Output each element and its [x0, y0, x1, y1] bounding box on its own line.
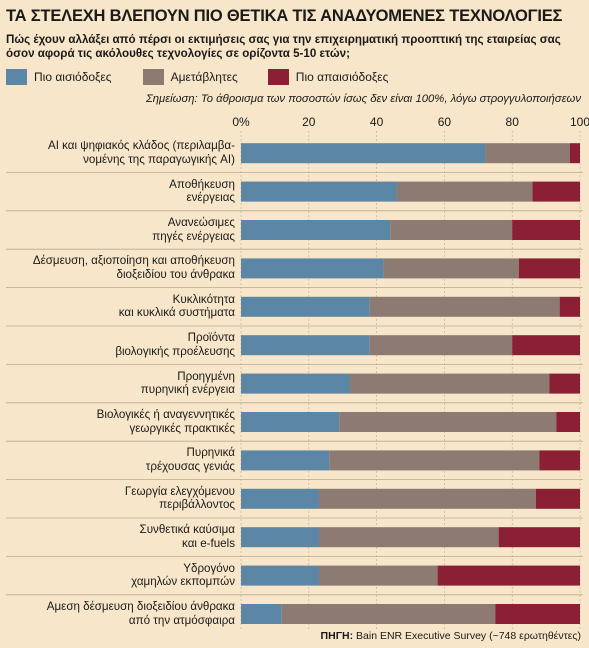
x-tick-label: 80 [506, 115, 520, 129]
category-label: Γεωργία ελεγχόμενου περιβάλλοντος [124, 484, 235, 512]
category-label: Προηγμένη πυρηνική ενέργεια [140, 369, 235, 397]
category-label: Ανανεώσιμες πηγές ενέργειας [152, 216, 235, 243]
bar-segment [241, 335, 370, 356]
legend-swatch-pessimistic [267, 69, 289, 85]
bar-segment [241, 450, 330, 471]
bar-segment [559, 296, 580, 317]
bar-segment [532, 181, 580, 202]
bar-segment [241, 488, 319, 509]
bar-segment [535, 488, 580, 509]
bar-segment [396, 181, 533, 202]
bar-segment [241, 565, 319, 586]
x-tick-label: 100 [570, 115, 589, 129]
bar-segment [539, 450, 580, 471]
category-label: AI και ψηφιακός κλάδος (περιλαμβα- νομέν… [47, 139, 235, 166]
x-tick-label: 60 [438, 115, 452, 129]
bar-segment [339, 412, 557, 432]
source-text: Bain ENR Executive Survey (~748 ερωτηθέν… [353, 630, 581, 642]
legend-swatch-unchanged [142, 69, 164, 85]
x-tick-label: 0% [232, 115, 250, 129]
category-label: Κυκλικότητα και κυκλικά συστήματα [118, 292, 235, 320]
bar-segment [241, 220, 391, 240]
bar-segment [495, 604, 580, 624]
category-label: Αποθήκευση ενέργειας [169, 177, 235, 205]
bar-segment [241, 527, 319, 548]
category-label: Πυρηνικά τρέχουσας γενιάς [145, 446, 235, 473]
bar-segment [241, 412, 340, 432]
source-label: ΠΗΓΗ: [320, 630, 354, 642]
bar-segment [485, 143, 570, 164]
bar-segment [383, 258, 519, 279]
legend-label-pessimistic: Πιο απαισιόδοξες [295, 70, 389, 84]
bar-segment [518, 258, 580, 279]
bar-segment [549, 373, 580, 394]
bar-segment [390, 220, 513, 240]
legend-item-optimistic: Πιο αισιόδοξες [6, 69, 112, 85]
bar-segment [318, 527, 499, 548]
category-label: Δέσμευση, αξιοποίηση και αποθήκευση διοξ… [32, 254, 235, 281]
category-label: Προϊόντα βιολογικής προέλευσης [115, 331, 235, 358]
bar-segment [437, 565, 580, 586]
bar-segment [241, 143, 486, 164]
legend-swatch-optimistic [6, 69, 27, 85]
legend-item-unchanged: Αμετάβλητες [142, 69, 238, 85]
category-label: Συνθετικά καύσιμα και e-fuels [139, 523, 235, 550]
bar-segment [512, 220, 580, 240]
bar-segment [241, 373, 350, 394]
x-tick-label: 20 [302, 115, 316, 129]
legend-label-unchanged: Αμετάβλητες [170, 70, 238, 84]
legend-label-optimistic: Πιο αισιόδοξες [34, 70, 112, 84]
category-label: Αμεση δέσμευση διοξειδίου άνθρακα από τη… [46, 600, 235, 627]
legend: Πιο αισιόδοξες Αμετάβλητες Πιο απαισιόδο… [6, 69, 388, 85]
bar-segment [556, 412, 580, 432]
chart-title: ΤΑ ΣΤΕΛΕΧΗ ΒΛΕΠΟΥΝ ΠΙΟ ΘΕΤΙΚΑ ΤΙΣ ΑΝΑΔΥΟ… [6, 7, 563, 25]
chart-subtitle: Πώς έχουν αλλάξει από πέρσι οι εκτιμήσει… [6, 33, 561, 60]
bar-segment [281, 604, 496, 624]
bar-segment [369, 296, 560, 317]
bar-segment [241, 258, 384, 279]
category-label: Βιολογικές ή αναγεννητικές γεωργικές πρα… [96, 408, 235, 435]
category-label: Υδρογόνο χαμηλών εκπομπών [131, 561, 235, 589]
bar-segment [498, 527, 580, 548]
bar-segment [329, 450, 540, 471]
bar-segment [349, 373, 550, 394]
legend-item-pessimistic: Πιο απαισιόδοξες [267, 69, 389, 85]
bar-segment [241, 296, 370, 317]
chart-note: Σημείωση: Το άθροισμα των ποσοστών ίσως … [145, 93, 581, 105]
x-tick-label: 40 [370, 115, 384, 129]
bar-segment [241, 604, 282, 624]
bar-segment [569, 143, 580, 164]
bar-segment [369, 335, 513, 356]
bar-segment [318, 565, 438, 586]
chart-source: ΠΗΓΗ: Bain ENR Executive Survey (~748 ερ… [321, 630, 581, 642]
bar-segment [512, 335, 580, 356]
bar-segment [241, 181, 397, 202]
bar-segment [318, 488, 536, 509]
